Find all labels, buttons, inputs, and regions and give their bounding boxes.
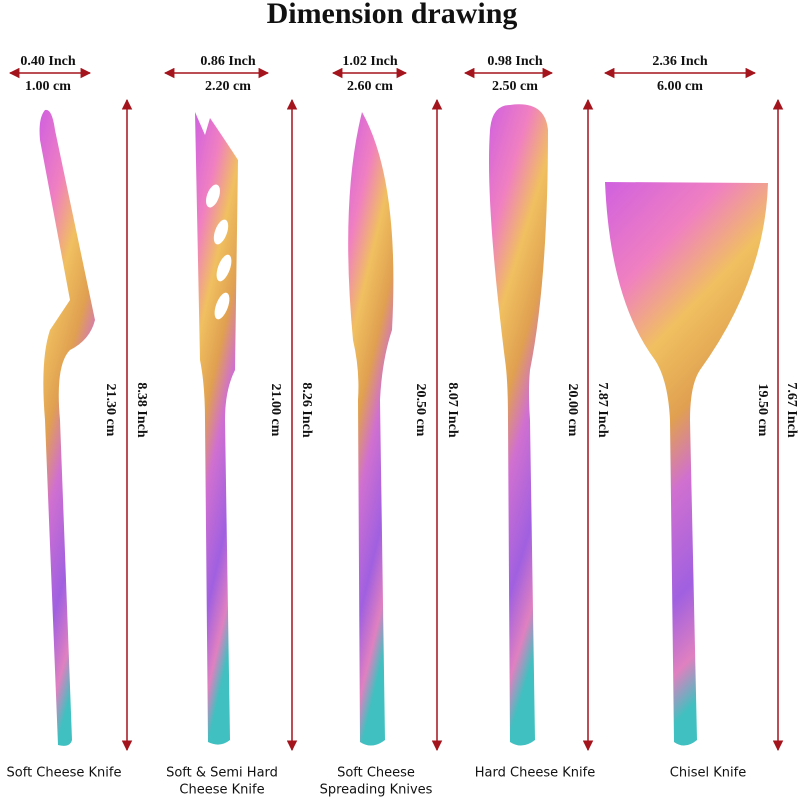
width-inch: 0.86 Inch [200, 54, 255, 69]
knife-name: Soft Cheese [337, 766, 415, 781]
length-inch: 7.87 Inch [595, 382, 610, 437]
length-inch: 8.38 Inch [134, 382, 149, 437]
knife [195, 112, 238, 745]
length-inch: 8.26 Inch [299, 382, 314, 437]
knife-name: Soft Cheese Knife [7, 766, 122, 781]
knife [39, 109, 95, 746]
knife-name: Soft & Semi Hard [166, 766, 278, 781]
title: Dimension drawing [267, 0, 518, 30]
knife [605, 182, 768, 746]
width-inch: 0.40 Inch [20, 54, 75, 69]
width-inch: 1.02 Inch [342, 54, 397, 69]
knife [348, 112, 394, 746]
knife-holes [206, 184, 232, 320]
width-cm: 6.00 cm [657, 79, 703, 94]
knife-name: Chisel Knife [670, 766, 746, 781]
length-cm: 20.50 cm [413, 384, 428, 437]
dimensions: 0.40 Inch 1.00 cm 21.30 cm 8.38 Inch Soft Ch… [7, 54, 799, 797]
length-cm: 20.00 cm [565, 384, 580, 437]
length-cm: 21.30 cm [103, 384, 118, 437]
length-inch: 7.67 Inch [784, 382, 799, 437]
length-inch: 8.07 Inch [445, 382, 460, 437]
length-cm: 21.00 cm [268, 384, 283, 437]
knife-name: Spreading Knives [320, 783, 433, 798]
knife [489, 104, 548, 746]
width-cm: 2.50 cm [492, 79, 538, 94]
width-cm: 2.60 cm [347, 79, 393, 94]
width-inch: 0.98 Inch [487, 54, 542, 69]
width-inch: 2.36 Inch [652, 54, 707, 69]
knives [39, 104, 768, 746]
knife-name: Hard Cheese Knife [475, 766, 595, 781]
width-cm: 2.20 cm [205, 79, 251, 94]
knife-name: Cheese Knife [179, 783, 264, 798]
width-cm: 1.00 cm [25, 79, 71, 94]
length-cm: 19.50 cm [755, 384, 770, 437]
